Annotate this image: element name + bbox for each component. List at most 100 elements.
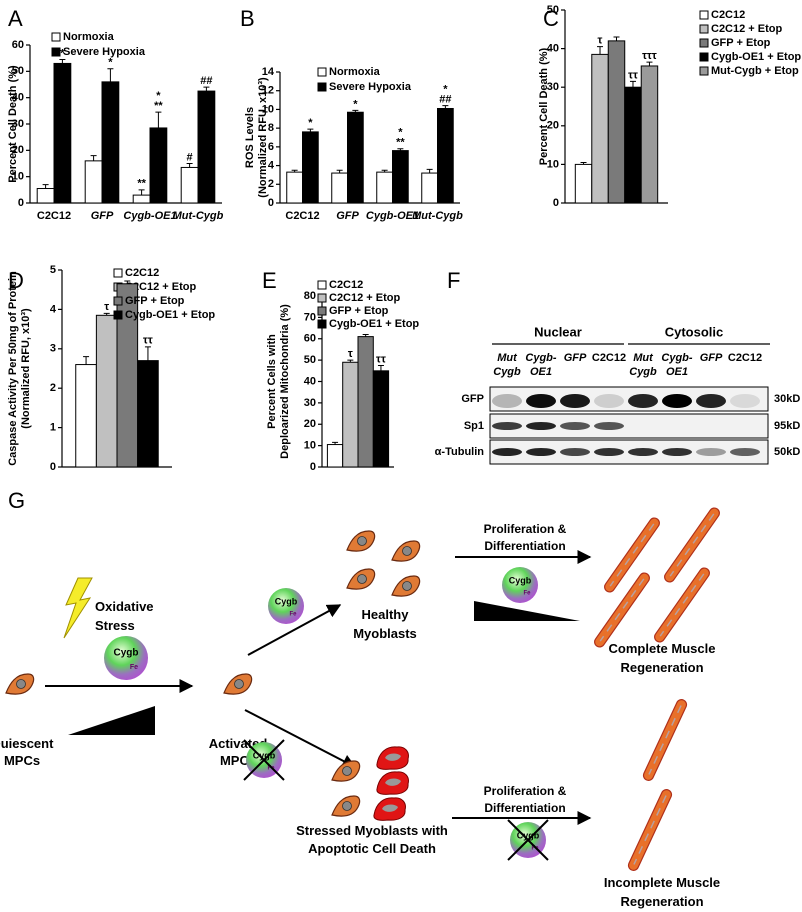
y-axis-label: Caspase Activity Per 50mg of Protein <box>7 271 19 466</box>
band <box>594 448 624 456</box>
label: Incomplete Muscle Regeneration <box>604 875 720 909</box>
bar <box>342 361 359 468</box>
band <box>696 394 726 408</box>
y-tick-label: 60 <box>12 39 24 51</box>
legend-swatch <box>317 293 327 303</box>
band <box>526 394 556 408</box>
error-bar <box>144 346 151 361</box>
legend-label: Cygb-OE1 + Etop <box>329 318 419 330</box>
bar <box>286 171 303 204</box>
panel-label: E <box>262 268 277 293</box>
y-tick-label: 12 <box>262 85 274 97</box>
x-tick-label: C2C12 <box>285 210 319 222</box>
fiber <box>626 787 674 873</box>
panel-label: G <box>8 488 25 513</box>
y-tick-label: 4 <box>50 303 57 315</box>
bar <box>437 107 454 204</box>
lane-label: Cygb- <box>525 352 557 364</box>
legend-label: Severe Hypoxia <box>329 81 412 93</box>
legend-label: C2C12 <box>711 9 745 21</box>
error-bar <box>203 86 210 92</box>
panel-label: C <box>543 6 559 31</box>
bar <box>372 370 390 468</box>
y-tick-label: 10 <box>262 103 274 115</box>
svg-text:Cygb: Cygb <box>253 750 276 760</box>
bar <box>132 194 151 204</box>
band <box>526 422 556 430</box>
wedge <box>474 601 580 621</box>
band <box>560 448 590 456</box>
y-tick-label: 14 <box>262 66 275 78</box>
legend-label: GFP + Etop <box>711 37 771 49</box>
annotation: * <box>398 127 403 139</box>
annotation: * <box>108 57 113 69</box>
svg-text:Cygb: Cygb <box>114 648 139 659</box>
bar <box>180 166 199 204</box>
y-axis-label: Deploarized Mitochondria (%) <box>279 304 291 459</box>
error-bar <box>442 105 449 109</box>
cell <box>5 673 35 695</box>
error-bar <box>336 169 343 174</box>
row-label: α-Tubulin <box>435 446 485 458</box>
svg-text:Cygb: Cygb <box>517 830 540 840</box>
bar <box>197 90 216 204</box>
cygb-sphere: Cygb Fe <box>502 567 538 603</box>
y-tick-label: 20 <box>12 144 24 156</box>
legend-swatch <box>699 24 709 34</box>
annotation: τ <box>598 35 603 47</box>
svg-text:Fe: Fe <box>289 612 297 618</box>
y-tick-label: 50 <box>304 354 316 366</box>
error-bar <box>42 184 49 189</box>
y-tick-label: 2 <box>50 382 56 394</box>
apoptotic-cell <box>376 771 409 795</box>
y-axis-label: (Normalized RFU, x10³) <box>257 77 269 198</box>
y-tick-label: 30 <box>547 81 559 93</box>
band <box>696 448 726 456</box>
legend-swatch <box>317 306 327 316</box>
legend-label: C2C12 <box>125 267 159 279</box>
legend-label: GFP + Etop <box>329 305 389 317</box>
lane-label: OE1 <box>530 366 552 378</box>
panel-label: A <box>8 6 23 31</box>
label: QuiescentMPCs <box>0 736 54 768</box>
y-tick-label: 8 <box>268 122 274 134</box>
error-bar <box>155 111 162 128</box>
bar <box>101 81 120 204</box>
y-tick-label: 0 <box>553 197 559 209</box>
error-bar <box>377 364 384 371</box>
arrow <box>244 709 357 768</box>
bar <box>149 127 168 204</box>
legend-swatch <box>317 319 327 329</box>
cell <box>331 795 361 817</box>
y-tick-label: 10 <box>12 171 24 183</box>
panel-label: B <box>240 6 255 31</box>
band <box>492 422 522 430</box>
y-tick-label: 0 <box>18 197 24 209</box>
bar <box>137 360 159 468</box>
panel-label: F <box>447 268 460 293</box>
y-tick-label: 40 <box>12 92 24 104</box>
bar <box>75 364 97 468</box>
x-tick-label: C2C12 <box>37 210 71 222</box>
annotation: ## <box>439 94 451 106</box>
bar <box>302 131 319 204</box>
legend-swatch <box>317 280 327 290</box>
label: Stressed Myoblasts with Apoptotic Cell De… <box>296 823 448 856</box>
legend-swatch <box>113 310 123 320</box>
wedge <box>68 706 155 735</box>
error-bar <box>186 163 193 168</box>
legend-label: C2C12 + Etop <box>125 281 196 293</box>
label: Proliferation & Differentiation <box>484 784 567 815</box>
legend-label: C2C12 + Etop <box>711 23 782 35</box>
legend-swatch <box>699 52 709 62</box>
y-tick-label: 40 <box>304 375 316 387</box>
error-bar <box>397 148 404 151</box>
band <box>628 448 658 456</box>
blot-panel: F Nuclear Cytosolic Mut Cygb Cygb- OE1 GFP C2… <box>435 268 800 465</box>
label: Oxidative Stress <box>95 599 154 633</box>
y-tick-label: 60 <box>304 333 316 345</box>
band <box>492 448 522 456</box>
